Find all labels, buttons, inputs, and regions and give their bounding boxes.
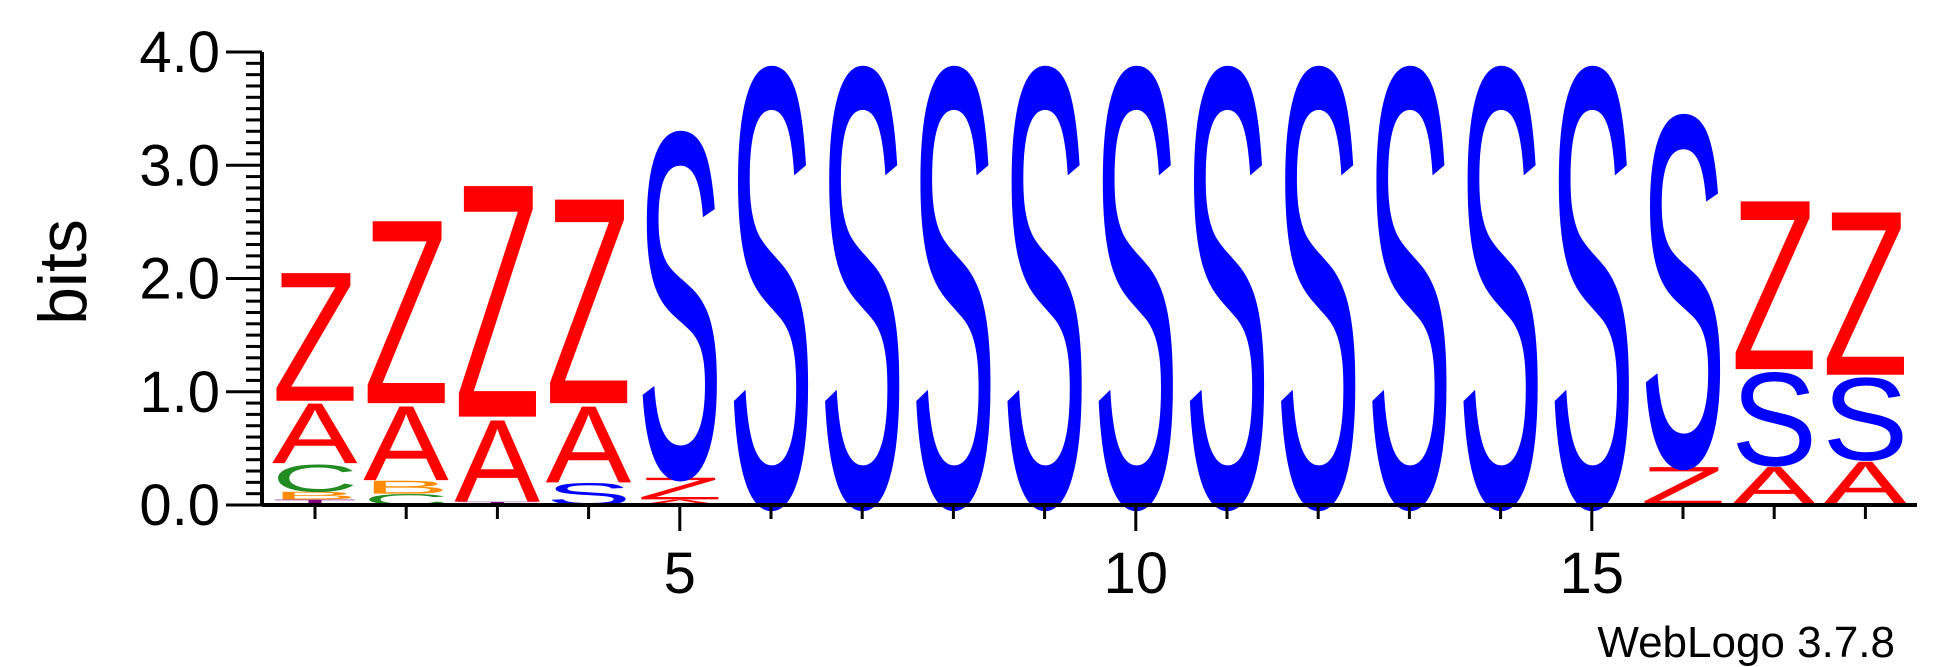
logo-glyph-c: C — [272, 456, 358, 500]
x-tick-label: 15 — [1560, 541, 1625, 606]
logo-glyph-s: S — [1275, 0, 1361, 639]
logo-glyph-s: S — [1458, 0, 1544, 639]
logo-glyph-a: A — [363, 384, 449, 504]
logo-glyph-s: S — [1731, 344, 1817, 494]
logo-glyph-s: S — [1184, 0, 1270, 639]
weblogo-credit: WebLogo 3.7.8 — [1597, 618, 1895, 667]
logo-glyph-z: Z — [1822, 162, 1908, 426]
logo-glyph-s: S — [637, 28, 723, 582]
logo-glyph-s: S — [1640, 9, 1726, 572]
logo-glyph-z: Z — [637, 471, 723, 506]
logo-glyph-z: Z — [272, 233, 358, 440]
y-tick-label: 1.0 — [139, 360, 220, 425]
logo-glyph-z: Z — [363, 163, 449, 459]
x-tick-label: 10 — [1104, 541, 1169, 606]
logo-glyph-s: S — [728, 0, 814, 639]
logo-glyph-s: S — [1366, 0, 1452, 639]
logo-glyph-z: Z — [454, 114, 540, 488]
logo-glyph-a: A — [637, 498, 723, 507]
logo-glyph-z: Z — [1731, 150, 1817, 422]
y-tick-label: 3.0 — [139, 133, 220, 198]
glyph-layer: TBCAZCBAZTAZSAZAZSSSSSSSSSSSZSASZASZ — [272, 0, 1909, 639]
x-tick-label: 5 — [664, 541, 696, 606]
logo-glyph-s: S — [910, 0, 996, 639]
logo-glyph-a: A — [272, 386, 358, 482]
y-tick-label: 4.0 — [139, 20, 220, 85]
logo-glyph-a: A — [546, 384, 632, 506]
logo-glyph-s: S — [1822, 354, 1908, 486]
logo-glyph-s: S — [1093, 0, 1179, 639]
logo-glyph-b: B — [272, 489, 358, 501]
logo-glyph-t: T — [272, 498, 358, 507]
y-axis-label: bits — [25, 219, 101, 325]
logo-glyph-b: B — [363, 477, 449, 498]
logo-glyph-z: Z — [546, 136, 632, 467]
y-tick-label: 0.0 — [139, 473, 220, 538]
y-tick-label: 2.0 — [139, 247, 220, 312]
axis-layer: 0.0 1.0 2.0 3.0 4.0 5 10 15 — [139, 20, 1917, 606]
logo-glyph-s: S — [1002, 0, 1088, 639]
logo-glyph-s: S — [1549, 0, 1635, 639]
logo-glyph-s: S — [819, 0, 905, 639]
